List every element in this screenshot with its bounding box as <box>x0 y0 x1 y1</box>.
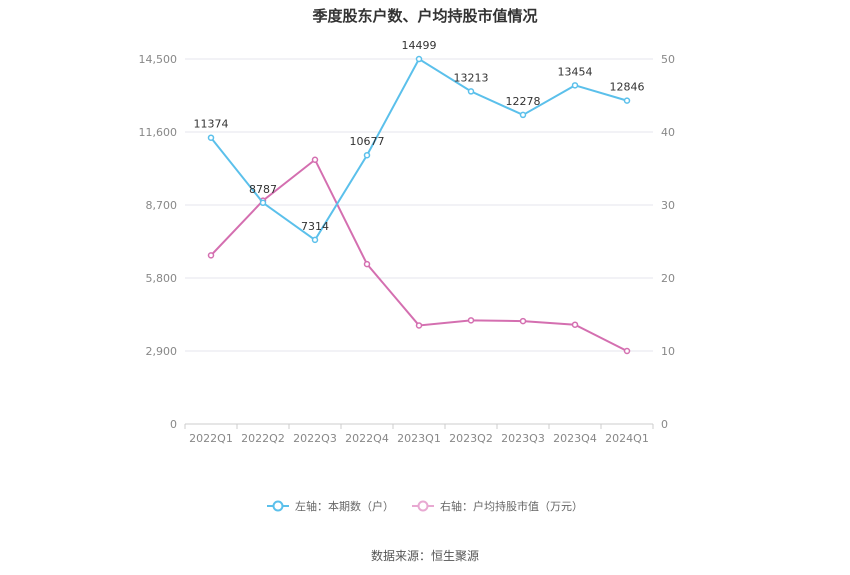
data-label: 13454 <box>558 65 593 78</box>
data-point-right <box>519 317 527 325</box>
data-point-left <box>571 82 579 89</box>
x-tick-label: 2023Q3 <box>501 432 545 445</box>
data-label: 10677 <box>350 135 385 148</box>
right-tick-label: 50 <box>661 53 675 66</box>
legend-item-right-series[interactable]: 右轴：户均持股市值（万元） <box>412 498 583 514</box>
legend-marker-left <box>267 500 289 512</box>
data-point-left <box>207 134 215 141</box>
data-point-left <box>363 151 371 159</box>
x-tick-label: 2024Q1 <box>605 432 649 445</box>
legend-item-left-series[interactable]: 左轴：本期数（户） <box>267 498 394 514</box>
right-tick-label: 30 <box>661 199 675 212</box>
data-label: 14499 <box>402 39 437 52</box>
series <box>207 55 631 355</box>
legend-marker-right <box>412 500 434 512</box>
data-point-right <box>363 260 371 268</box>
data-label: 8787 <box>249 183 277 196</box>
right-tick-label: 20 <box>661 272 675 285</box>
left-tick-label: 2,900 <box>146 345 178 358</box>
left-tick-label: 0 <box>170 418 177 431</box>
data-label: 12846 <box>610 81 645 94</box>
data-point-right <box>415 322 423 329</box>
data-point-left <box>415 55 423 63</box>
x-tick-label: 2023Q4 <box>553 432 597 445</box>
x-tick-label: 2022Q3 <box>293 432 337 445</box>
data-label: 11374 <box>194 118 229 131</box>
legend-label-left: 左轴：本期数（户） <box>295 500 394 513</box>
source-note: 数据来源：恒生聚源 <box>370 549 479 563</box>
legend: 左轴：本期数（户） 右轴：户均持股市值（万元） <box>0 498 850 514</box>
data-point-left <box>311 236 319 244</box>
left-tick-label: 14,500 <box>139 53 178 66</box>
x-tick-label: 2022Q4 <box>345 432 389 445</box>
legend-label-right: 右轴：户均持股市值（万元） <box>440 500 583 513</box>
x-tick-label: 2022Q1 <box>189 432 233 445</box>
data-point-right <box>311 156 319 163</box>
data-point-right <box>571 321 579 328</box>
data-label: 12278 <box>506 95 541 108</box>
data-point-right <box>467 317 475 324</box>
chart-title: 季度股东户数、户均持股市值情况 <box>312 7 538 25</box>
data-label: 7314 <box>301 220 329 233</box>
left-tick-label: 8,700 <box>146 199 178 212</box>
grid-lines <box>185 58 653 352</box>
data-point-left <box>259 199 267 207</box>
data-point-left <box>623 97 631 104</box>
right-tick-label: 10 <box>661 345 675 358</box>
left-tick-label: 5,800 <box>146 272 178 285</box>
right-tick-label: 40 <box>661 126 675 139</box>
data-label: 13213 <box>454 71 489 84</box>
data-point-left <box>519 111 527 119</box>
x-tick-label: 2022Q2 <box>241 432 285 445</box>
right-tick-label: 0 <box>661 418 668 431</box>
axes: 0 2,900 5,800 8,700 11,600 14,500 0 10 20 30 40 50 2… <box>139 53 676 445</box>
data-point-right <box>207 252 215 259</box>
data-point-left <box>467 88 475 95</box>
series-line-left <box>210 57 628 242</box>
data-labels: 11374 8787 7314 10677 14499 13213 12278 13454 12… <box>194 39 645 233</box>
data-point-right <box>623 347 631 355</box>
left-tick-label: 11,600 <box>139 126 178 139</box>
x-tick-label: 2023Q2 <box>449 432 493 445</box>
x-tick-label: 2023Q1 <box>397 432 441 445</box>
